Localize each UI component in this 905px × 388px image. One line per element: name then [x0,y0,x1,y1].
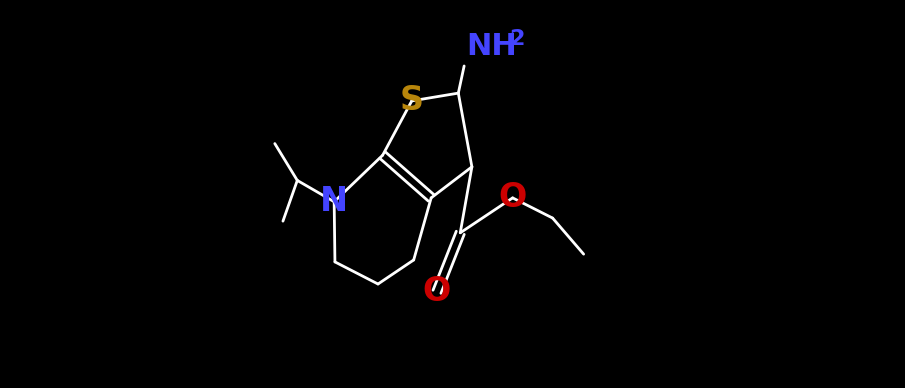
Text: O: O [423,275,451,308]
Text: 2: 2 [509,29,524,49]
Text: O: O [499,181,527,215]
Text: S: S [400,84,424,118]
Text: NH: NH [466,32,517,61]
Text: N: N [320,185,348,218]
